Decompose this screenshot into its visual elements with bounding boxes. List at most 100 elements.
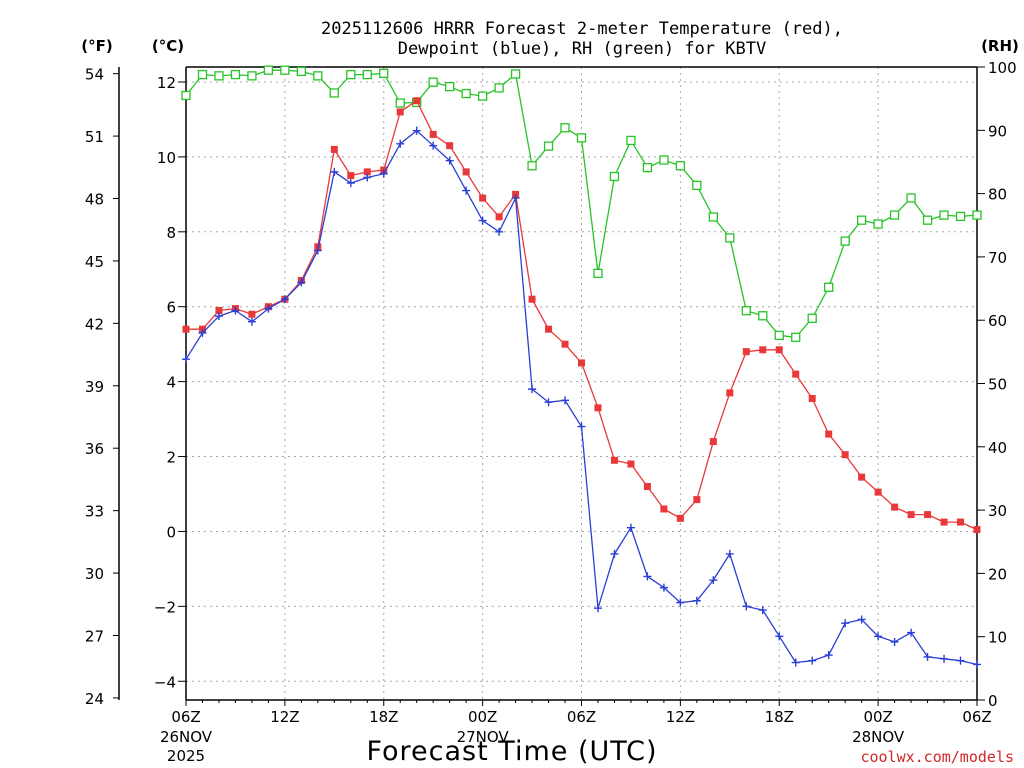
rh-tick-label: 70	[988, 249, 1007, 267]
rh-tick-label: 40	[988, 439, 1007, 457]
fahrenheit-tick-label: 24	[85, 690, 104, 708]
rh-marker	[527, 161, 537, 171]
temperature-marker	[413, 97, 421, 105]
temperature-line	[186, 100, 978, 531]
rh-tick-label: 0	[988, 692, 998, 710]
dewpoint-marker	[462, 186, 471, 195]
dewpoint-marker	[643, 572, 652, 581]
rh-marker	[939, 210, 949, 220]
rh-tick-label: 60	[988, 312, 1007, 330]
celsius-unit-label: (°C)	[152, 37, 184, 55]
rh-tick-label: 10	[988, 629, 1007, 647]
dewpoint-marker	[577, 422, 586, 431]
rh-marker	[856, 215, 867, 225]
dewpoint-marker	[214, 312, 223, 321]
celsius-tick-label: 0	[166, 523, 176, 541]
dewpoint-marker	[297, 278, 306, 287]
dewpoint-marker	[692, 596, 701, 605]
rh-tick-label: 20	[988, 565, 1007, 583]
dewpoint-series	[182, 126, 981, 669]
x-tick-time: 06Z	[171, 708, 200, 726]
temperature-marker	[759, 346, 767, 354]
temperature-marker	[429, 130, 437, 138]
grid-lines	[186, 67, 977, 700]
dewpoint-marker	[610, 549, 619, 558]
rh-marker	[626, 135, 636, 146]
rh-marker	[329, 88, 339, 98]
x-tick-year: 2025	[167, 747, 205, 765]
rh-marker	[807, 313, 817, 323]
temperature-marker	[693, 496, 701, 504]
rh-marker	[214, 71, 224, 81]
temperature-marker	[248, 310, 256, 318]
rh-marker	[230, 69, 241, 80]
rh-marker	[197, 69, 208, 80]
rh-marker	[741, 306, 751, 316]
temperature-marker	[182, 325, 190, 333]
temperature-marker	[940, 518, 948, 526]
dewpoint-marker	[791, 658, 800, 667]
rh-unit-label: (RH)	[981, 37, 1019, 55]
temperature-marker	[874, 488, 882, 496]
dewpoint-marker	[593, 604, 602, 613]
dewpoint-marker	[956, 656, 965, 665]
rh-series	[181, 65, 982, 342]
dewpoint-marker	[247, 317, 256, 326]
dewpoint-marker	[313, 246, 322, 255]
temperature-marker	[726, 389, 734, 397]
celsius-tick-label: −4	[154, 673, 176, 691]
rh-marker	[263, 65, 274, 75]
celsius-tick-label: 10	[157, 149, 176, 167]
x-tick-time: 12Z	[666, 708, 695, 726]
fahrenheit-tick-label: 48	[85, 191, 104, 209]
rh-marker	[510, 69, 521, 79]
temperature-marker	[792, 370, 800, 378]
celsius-tick-label: 2	[166, 449, 176, 467]
temperature-marker	[808, 394, 816, 402]
temperature-marker	[215, 306, 223, 314]
dewpoint-marker	[379, 169, 388, 178]
temperature-marker	[660, 505, 668, 513]
fahrenheit-tick-label: 30	[85, 565, 104, 583]
rh-marker	[972, 210, 982, 220]
dewpoint-marker	[841, 619, 850, 628]
dewpoint-marker	[890, 637, 899, 646]
temperature-marker	[973, 526, 981, 534]
temperature-marker	[446, 142, 454, 150]
rh-marker	[379, 68, 389, 78]
x-tick-time: 12Z	[270, 708, 299, 726]
dewpoint-marker	[758, 606, 767, 615]
rh-marker	[840, 236, 850, 246]
rh-marker	[692, 180, 702, 191]
rh-marker	[445, 81, 455, 92]
temperature-marker	[709, 438, 717, 446]
temperature-marker	[825, 430, 833, 438]
rh-tick-label: 100	[988, 59, 1017, 77]
temperature-marker	[528, 295, 536, 303]
dewpoint-marker	[626, 523, 635, 532]
dewpoint-marker	[445, 156, 454, 165]
dewpoint-marker	[330, 167, 339, 176]
dewpoint-marker	[940, 654, 949, 663]
rh-marker	[395, 98, 405, 108]
temperature-marker	[891, 503, 899, 511]
rh-marker	[543, 141, 554, 151]
dewpoint-marker	[280, 295, 289, 304]
dewpoint-marker	[182, 355, 190, 364]
dewpoint-marker	[198, 328, 207, 337]
x-tick-time: 18Z	[765, 708, 794, 726]
celsius-tick-label: −2	[154, 598, 176, 616]
dewpoint-marker	[923, 652, 932, 661]
fahrenheit-tick-label: 45	[85, 253, 104, 271]
rh-marker	[280, 65, 290, 75]
dewpoint-marker	[676, 598, 685, 607]
rh-marker	[758, 311, 768, 321]
rh-marker	[774, 330, 784, 341]
dewpoint-marker	[412, 126, 421, 135]
dewpoint-marker	[561, 396, 570, 405]
dewpoint-marker	[478, 216, 487, 225]
rh-marker	[461, 88, 471, 99]
temperature-marker	[396, 108, 404, 116]
